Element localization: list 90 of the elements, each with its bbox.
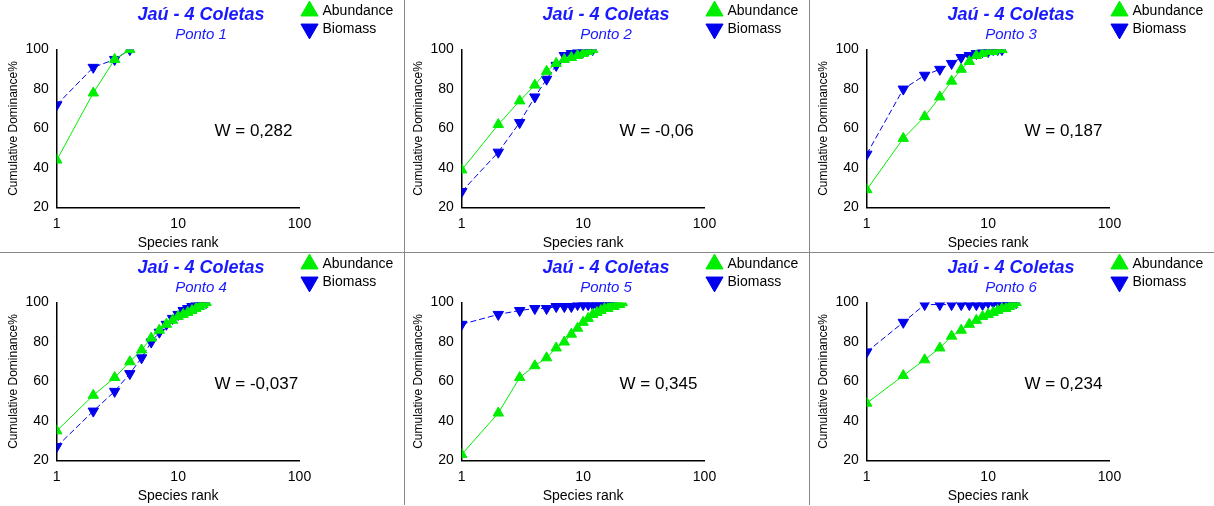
x-tick-label: 10: [980, 467, 997, 484]
legend-label: Biomass: [1132, 272, 1187, 289]
y-tick-label: 100: [430, 293, 454, 310]
legend-label: Biomass: [1132, 19, 1187, 36]
x-tick-label: 1: [862, 214, 871, 231]
y-tick-label: 40: [33, 411, 49, 428]
y-tick-label: 20: [843, 451, 859, 468]
x-tick-label: 10: [170, 214, 187, 231]
x-tick-label: 10: [575, 214, 592, 231]
y-tick-label: 60: [438, 372, 454, 389]
y-tick-label: 100: [25, 40, 49, 57]
y-tick-label: 60: [33, 372, 49, 389]
chart-title: Jaú - 4 Coletas: [542, 3, 670, 24]
y-axis-title: Cumulative Dominance%: [5, 60, 20, 196]
y-tick-label: 60: [843, 372, 859, 389]
y-tick-label: 60: [33, 119, 49, 136]
legend-label: Biomass: [322, 272, 377, 289]
x-tick-label: 1: [52, 467, 61, 484]
legend-label: Biomass: [727, 272, 782, 289]
y-tick-label: 40: [843, 158, 859, 175]
x-tick-label: 10: [170, 467, 187, 484]
x-axis-title: Species rank: [947, 234, 1030, 251]
y-tick-label: 80: [33, 332, 49, 349]
y-tick-label: 80: [438, 79, 454, 96]
y-tick-label: 20: [33, 451, 49, 468]
legend-label: Abundance: [727, 1, 799, 18]
chart-title: Jaú - 4 Coletas: [137, 256, 265, 277]
chart-title: Jaú - 4 Coletas: [137, 3, 265, 24]
y-tick-label: 80: [33, 79, 49, 96]
x-tick-label: 100: [692, 214, 717, 231]
x-axis-title: Species rank: [947, 487, 1030, 504]
x-tick-label: 1: [457, 467, 466, 484]
y-tick-label: 100: [835, 293, 859, 310]
chart-subtitle: Ponto 5: [580, 277, 633, 295]
chart-title: Jaú - 4 Coletas: [947, 3, 1075, 24]
legend-label: Abundance: [727, 254, 799, 271]
annotation: W = -0,037: [214, 374, 299, 394]
y-tick-label: 40: [438, 411, 454, 428]
y-tick-label: 40: [33, 158, 49, 175]
y-tick-label: 40: [843, 411, 859, 428]
y-tick-label: 80: [438, 332, 454, 349]
x-tick-label: 1: [862, 467, 871, 484]
chart-subtitle: Ponto 4: [175, 277, 227, 295]
x-tick-label: 100: [692, 467, 717, 484]
y-tick-label: 80: [843, 332, 859, 349]
x-tick-label: 1: [52, 214, 61, 231]
y-tick-label: 20: [438, 198, 454, 215]
y-axis-title: Cumulative Dominance%: [815, 60, 830, 196]
x-tick-label: 100: [287, 214, 312, 231]
legend-label: Abundance: [322, 1, 394, 18]
x-tick-label: 10: [575, 467, 592, 484]
chart-title: Jaú - 4 Coletas: [542, 256, 670, 277]
legend-label: Biomass: [322, 19, 377, 36]
legend-label: Abundance: [322, 254, 394, 271]
annotation: W = 0,345: [619, 374, 698, 394]
y-axis-title: Cumulative Dominance%: [410, 313, 425, 449]
annotation: W = 0,282: [214, 121, 293, 141]
y-tick-label: 100: [430, 40, 454, 57]
y-tick-label: 20: [843, 198, 859, 215]
x-tick-label: 10: [980, 214, 997, 231]
legend-label: Abundance: [1132, 254, 1204, 271]
chart-subtitle: Ponto 6: [985, 277, 1038, 295]
chart-subtitle: Ponto 1: [175, 24, 227, 42]
x-axis-title: Species rank: [542, 487, 625, 504]
x-tick-label: 100: [1097, 214, 1122, 231]
y-axis-title: Cumulative Dominance%: [5, 313, 20, 449]
y-tick-label: 40: [438, 158, 454, 175]
y-tick-label: 20: [438, 451, 454, 468]
chart-subtitle: Ponto 2: [580, 24, 633, 42]
y-tick-label: 100: [25, 293, 49, 310]
legend-label: Biomass: [727, 19, 782, 36]
x-axis-title: Species rank: [137, 487, 220, 504]
y-tick-label: 100: [835, 40, 859, 57]
y-tick-label: 60: [843, 119, 859, 136]
y-tick-label: 80: [843, 79, 859, 96]
chart-subtitle: Ponto 3: [985, 24, 1038, 42]
annotation: W = 0,234: [1024, 374, 1103, 394]
x-tick-label: 100: [287, 467, 312, 484]
x-tick-label: 100: [1097, 467, 1122, 484]
x-tick-label: 1: [457, 214, 466, 231]
x-axis-title: Species rank: [542, 234, 625, 251]
annotation: W = -0,06: [619, 121, 694, 141]
x-axis-title: Species rank: [137, 234, 220, 251]
y-tick-label: 60: [438, 119, 454, 136]
chart-title: Jaú - 4 Coletas: [947, 256, 1075, 277]
annotation: W = 0,187: [1024, 121, 1103, 141]
y-axis-title: Cumulative Dominance%: [815, 313, 830, 449]
y-tick-label: 20: [33, 198, 49, 215]
legend-label: Abundance: [1132, 1, 1204, 18]
y-axis-title: Cumulative Dominance%: [410, 60, 425, 196]
